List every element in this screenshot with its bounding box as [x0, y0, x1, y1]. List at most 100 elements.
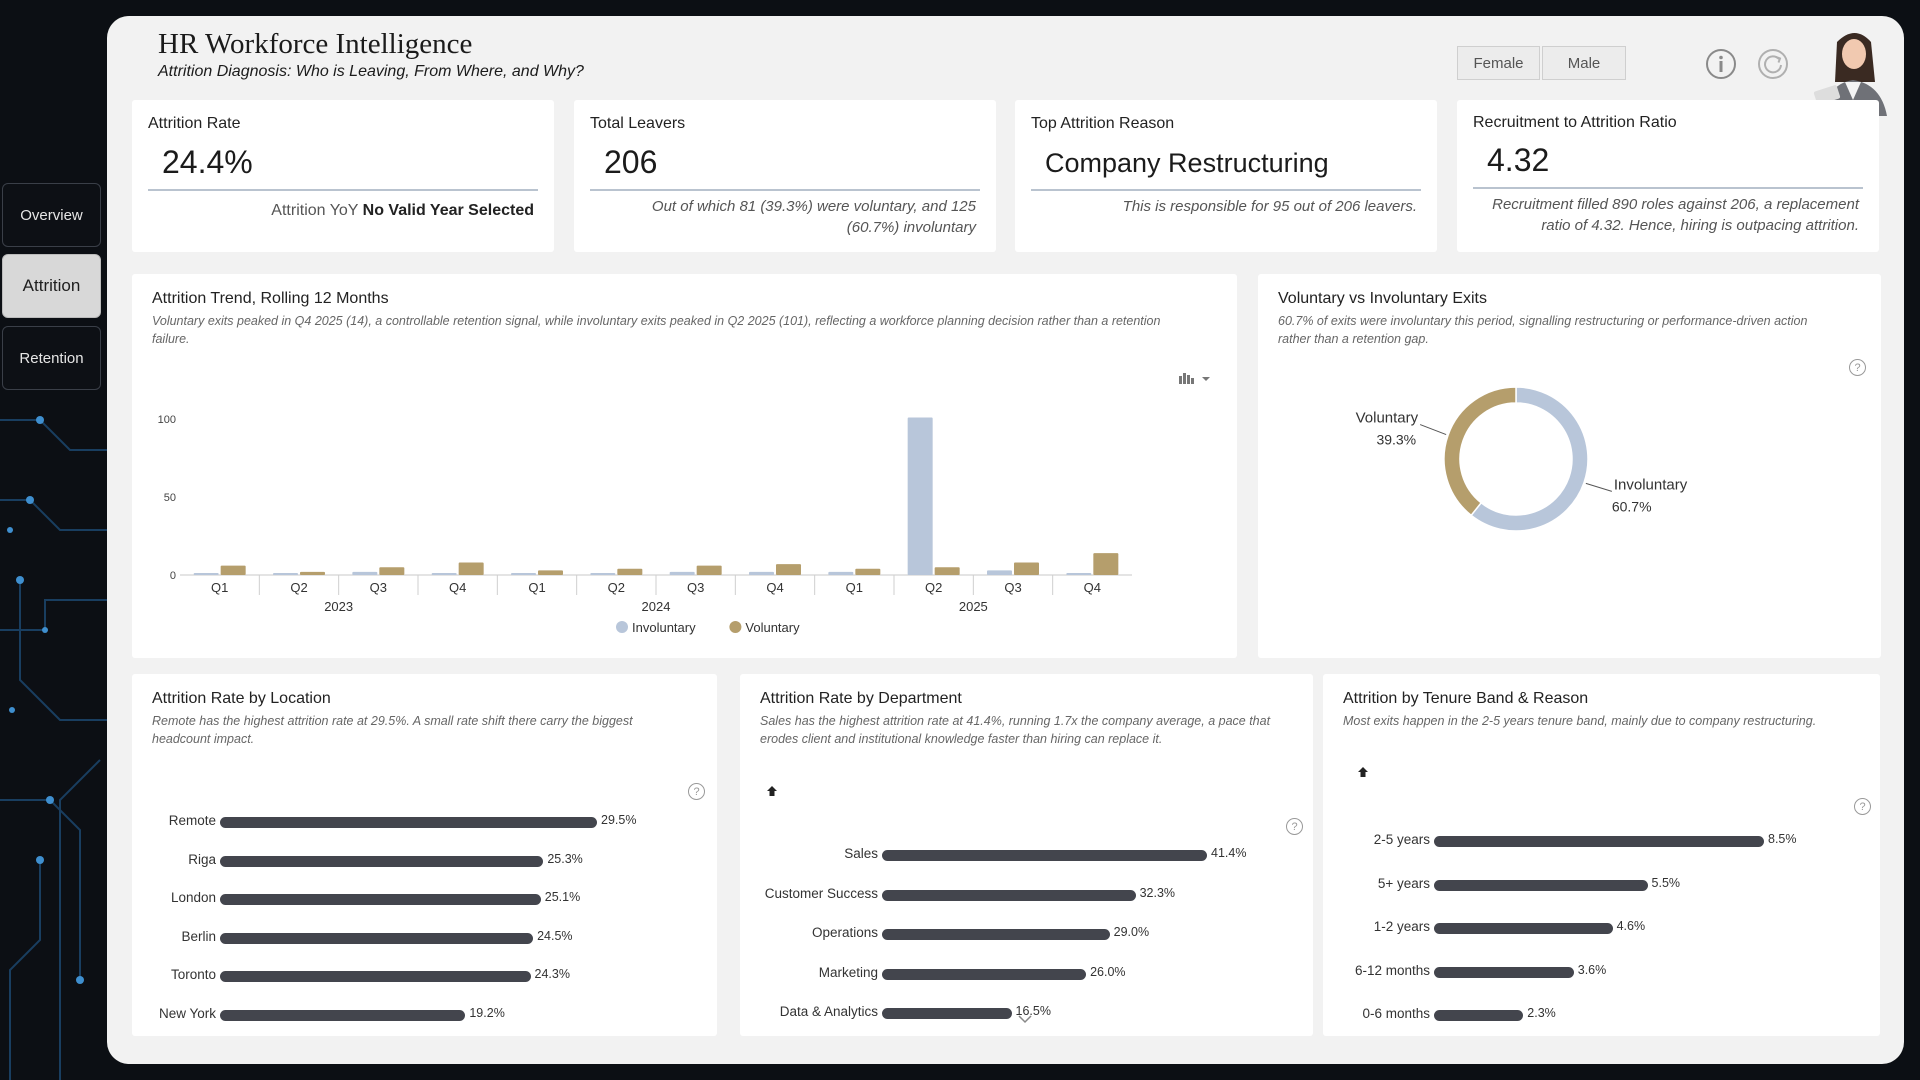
- bar-row[interactable]: 1-2 years 4.6%: [1374, 918, 1824, 938]
- bar-voluntary[interactable]: [696, 565, 722, 575]
- kpi-value: 24.4%: [162, 144, 253, 180]
- bar[interactable]: [882, 1008, 1012, 1019]
- y-tick-label: 0: [170, 570, 176, 582]
- bar-category-label: London: [170, 890, 216, 905]
- bar-category-label: 5+ years: [1377, 875, 1430, 891]
- bar-involuntary[interactable]: [590, 573, 616, 575]
- bar-involuntary[interactable]: [273, 573, 298, 575]
- bar-voluntary[interactable]: [379, 567, 405, 575]
- bar-value-label: 25.3%: [547, 851, 583, 866]
- bar-involuntary[interactable]: [352, 571, 378, 575]
- bar-row[interactable]: Sales 41.4%: [844, 845, 1267, 865]
- help-icon[interactable]: ?: [1849, 359, 1866, 376]
- nav-overview-button[interactable]: Overview: [2, 183, 101, 247]
- desc-line: erodes client and institutional knowledg…: [760, 732, 1163, 746]
- bar[interactable]: [1434, 966, 1574, 978]
- filter-female-button[interactable]: Female: [1457, 46, 1540, 80]
- bar-row[interactable]: 0-6 months 2.3%: [1362, 1005, 1824, 1025]
- year-label: 2023: [324, 599, 353, 614]
- donut-chart: Involuntary 60.7% Voluntary 39.3%: [1356, 386, 1688, 532]
- bar[interactable]: [220, 932, 534, 944]
- bar[interactable]: [882, 850, 1207, 861]
- drill-up-icon[interactable]: [766, 785, 778, 797]
- bar-row[interactable]: 5+ years 5.5%: [1378, 875, 1824, 895]
- bar-involuntary[interactable]: [431, 573, 457, 575]
- kpi-label: Top Attrition Reason: [1031, 115, 1175, 132]
- bar-category-label: Riga: [188, 851, 216, 867]
- bar-involuntary[interactable]: [1066, 573, 1092, 575]
- bar-category-label: Operations: [811, 925, 878, 940]
- bar[interactable]: [1434, 836, 1764, 847]
- chart-type-icon[interactable]: [1177, 370, 1217, 386]
- bar-row[interactable]: Toronto 24.3%: [171, 966, 657, 986]
- info-icon[interactable]: [1705, 48, 1737, 80]
- bar-row[interactable]: 6-12 months 3.6%: [1355, 962, 1824, 982]
- bar-row[interactable]: Remote 29.5%: [169, 812, 657, 832]
- bar[interactable]: [1434, 1010, 1524, 1021]
- bar-voluntary[interactable]: [776, 564, 801, 575]
- bar-row[interactable]: Berlin 24.5%: [181, 928, 657, 948]
- x-tick-label: Q1: [528, 580, 545, 595]
- leader-line: [1585, 482, 1613, 492]
- bar-voluntary[interactable]: [1014, 562, 1039, 575]
- help-icon[interactable]: ?: [1854, 798, 1871, 815]
- bar-row[interactable]: Riga 25.3%: [188, 851, 657, 871]
- bar[interactable]: [220, 971, 531, 982]
- bar[interactable]: [882, 968, 1087, 980]
- donut-category-label: Involuntary: [1614, 476, 1688, 493]
- bar-category-label: New York: [158, 1005, 216, 1021]
- section-title: Attrition Trend, Rolling 12 Months: [152, 290, 389, 307]
- bar-voluntary[interactable]: [220, 565, 246, 575]
- kpi-label: Recruitment to Attrition Ratio: [1473, 114, 1677, 131]
- filter-male-button[interactable]: Male: [1542, 46, 1626, 80]
- bar-voluntary[interactable]: [458, 562, 484, 575]
- bar-row[interactable]: Operations 29.0%: [812, 924, 1267, 944]
- bar-voluntary[interactable]: [1093, 553, 1119, 575]
- nav-retention-button[interactable]: Retention: [2, 326, 101, 390]
- nav-attrition-button[interactable]: Attrition: [2, 254, 101, 318]
- donut-slice-voluntary[interactable]: [1443, 386, 1517, 517]
- bar-involuntary[interactable]: [749, 571, 774, 575]
- bar-row[interactable]: Customer Success 32.3%: [765, 885, 1267, 905]
- chevron-down-icon[interactable]: [1018, 1014, 1032, 1024]
- bar-row[interactable]: London 25.1%: [171, 889, 657, 909]
- bar[interactable]: [1434, 923, 1613, 934]
- kpi-divider: [1031, 189, 1421, 191]
- bar-involuntary[interactable]: [193, 573, 219, 575]
- x-tick-label: Q2: [608, 580, 625, 595]
- bar-involuntary[interactable]: [907, 417, 933, 575]
- voluntary-vs-involuntary-card: Voluntary vs Involuntary Exits 60.7% of …: [1258, 274, 1881, 658]
- bar-involuntary[interactable]: [669, 571, 695, 575]
- desc-line: Remote has the highest attrition rate at…: [152, 714, 633, 728]
- bar[interactable]: [220, 817, 597, 828]
- bar-involuntary[interactable]: [511, 573, 536, 575]
- bar[interactable]: [220, 894, 541, 905]
- bar-voluntary[interactable]: [934, 567, 960, 575]
- bar-value-label: 3.6%: [1577, 962, 1607, 977]
- kpi-note: Out of which 81 (39.3%) were voluntary, …: [652, 196, 976, 238]
- bar-voluntary[interactable]: [538, 570, 563, 575]
- bar[interactable]: [220, 1009, 466, 1021]
- yoy-label: Attrition YoY: [271, 202, 359, 219]
- bar-voluntary[interactable]: [855, 568, 881, 575]
- bar[interactable]: [882, 889, 1136, 901]
- legend-swatch: [729, 621, 742, 633]
- desc-line: Most exits happen in the 2-5 years tenur…: [1343, 714, 1817, 728]
- bar-row[interactable]: Data & Analytics 16.5%: [780, 1003, 1267, 1023]
- bar-value-label: 25.1%: [544, 890, 581, 904]
- bar-voluntary[interactable]: [300, 571, 325, 575]
- bar[interactable]: [220, 855, 544, 867]
- bar-row[interactable]: Marketing 26.0%: [819, 964, 1267, 984]
- drill-up-icon[interactable]: [1357, 766, 1369, 778]
- bar-row[interactable]: 2-5 years 8.5%: [1374, 831, 1824, 851]
- bar[interactable]: [882, 929, 1110, 940]
- bar-involuntary[interactable]: [987, 570, 1012, 575]
- bar-involuntary[interactable]: [828, 571, 854, 575]
- bar[interactable]: [1434, 879, 1648, 891]
- refresh-icon[interactable]: [1757, 48, 1789, 80]
- help-icon[interactable]: ?: [1286, 818, 1303, 835]
- bar-category-label: Berlin: [181, 928, 216, 944]
- bar-voluntary[interactable]: [617, 568, 643, 575]
- bar-row[interactable]: New York 19.2%: [159, 1005, 657, 1025]
- help-icon[interactable]: ?: [688, 783, 705, 800]
